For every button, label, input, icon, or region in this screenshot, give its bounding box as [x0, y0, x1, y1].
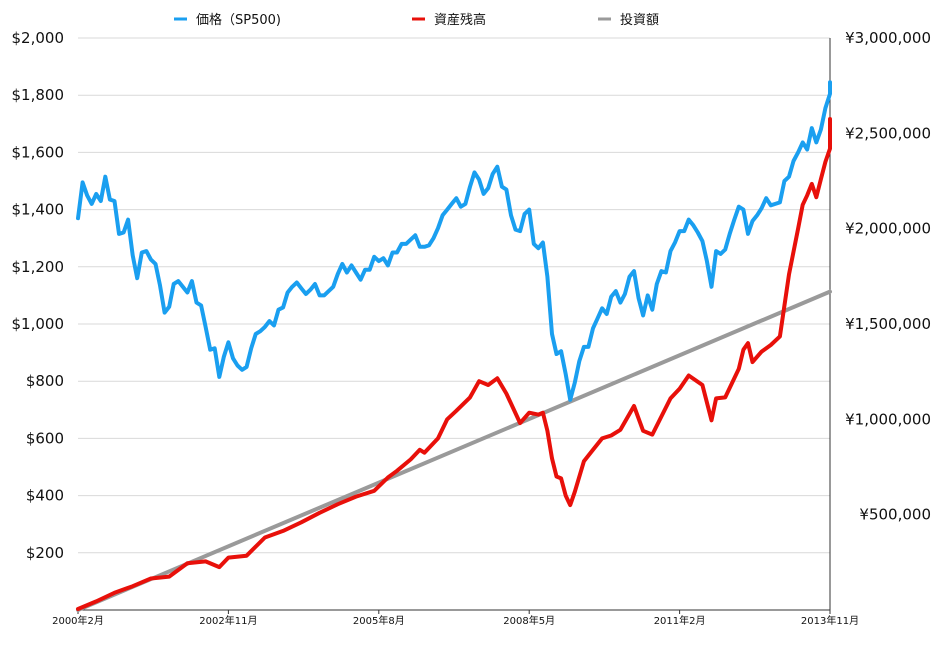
axes	[77, 38, 831, 614]
x-tick-label: 2005年8月	[353, 614, 405, 627]
y-right-tick-label: ¥1,500,000	[845, 315, 931, 333]
y-right-tick-label: ¥500,000	[859, 506, 931, 524]
series-line	[76, 289, 832, 612]
y-axis-labels: $200 $400 $600 $800 $1,000 $1,200 $1,400 $1,600…	[12, 29, 932, 562]
y-left-tick-label: $600	[26, 429, 64, 447]
legend: 価格（SP500) 資産残高 投資額	[174, 12, 659, 28]
gridlines	[78, 37, 830, 554]
y-left-tick-label: $1,600	[12, 143, 65, 161]
y-left-tick-label: $1,800	[12, 86, 65, 104]
x-tick-label: 2000年2月	[52, 614, 104, 627]
y-left-tick-label: $800	[26, 372, 64, 390]
series-lines	[76, 80, 832, 612]
x-tick-label: 2013年11月	[801, 614, 859, 627]
legend-label: 投資額	[620, 12, 659, 28]
y-right-tick-label: ¥3,000,000	[845, 29, 931, 47]
y-right-tick-label: ¥1,000,000	[845, 410, 931, 428]
x-axis-labels: 2000年2月 2002年11月 2005年8月 2008年5月 2011年2月 2013…	[52, 614, 859, 627]
y-left-tick-label: $1,200	[12, 258, 65, 276]
x-tick-label: 2011年2月	[654, 614, 706, 627]
y-right-tick-label: ¥2,500,000	[845, 124, 931, 142]
x-tick-label: 2008年5月	[503, 614, 555, 627]
y-left-tick-label: $400	[26, 487, 64, 505]
series-line	[76, 117, 832, 611]
legend-label: 価格（SP500)	[196, 12, 281, 28]
y-left-tick-label: $200	[26, 544, 64, 562]
series-line	[76, 80, 832, 402]
y-left-tick-label: $2,000	[12, 29, 65, 47]
y-left-tick-label: $1,400	[12, 201, 65, 219]
y-left-tick-label: $1,000	[12, 315, 65, 333]
legend-label: 資産残高	[434, 12, 486, 28]
x-tick-label: 2002年11月	[199, 614, 257, 627]
y-right-tick-label: ¥2,000,000	[845, 220, 931, 238]
